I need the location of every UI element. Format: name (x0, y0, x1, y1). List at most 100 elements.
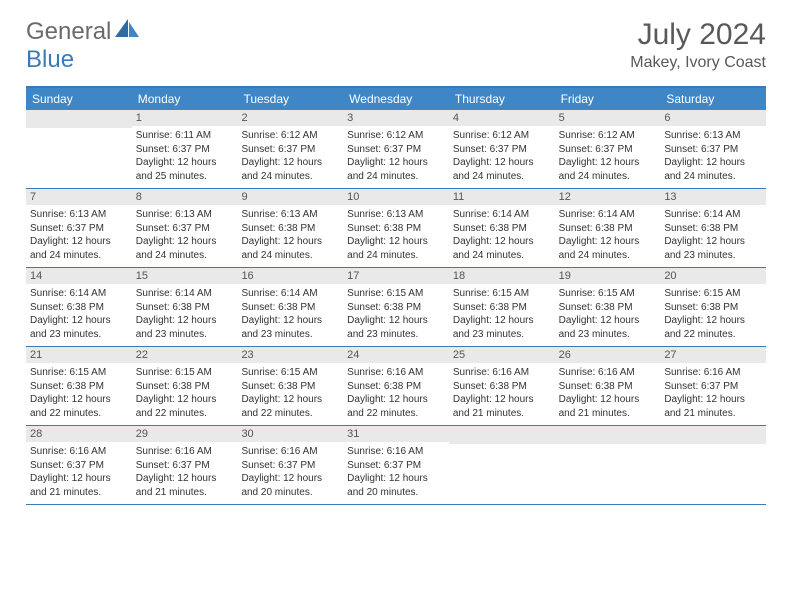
calendar-day: 18Sunrise: 6:15 AMSunset: 6:38 PMDayligh… (449, 268, 555, 346)
sunset-label: Sunset: 6:38 PM (559, 380, 657, 394)
sunset-label: Sunset: 6:37 PM (347, 459, 445, 473)
sunrise-label: Sunrise: 6:16 AM (453, 366, 551, 380)
daylight-label: Daylight: 12 hours (136, 235, 234, 249)
daylight-label: Daylight: 12 hours (241, 235, 339, 249)
daylight-label2: and 22 minutes. (347, 407, 445, 421)
day-body: Sunrise: 6:11 AMSunset: 6:37 PMDaylight:… (132, 126, 238, 187)
day-body: Sunrise: 6:15 AMSunset: 6:38 PMDaylight:… (26, 363, 132, 424)
daylight-label2: and 23 minutes. (453, 328, 551, 342)
daylight-label2: and 24 minutes. (559, 249, 657, 263)
sunset-label: Sunset: 6:38 PM (453, 301, 551, 315)
day-number: 11 (449, 189, 555, 205)
brand-blue-wrap: Blue (26, 46, 74, 74)
day-body: Sunrise: 6:16 AMSunset: 6:37 PMDaylight:… (132, 442, 238, 503)
calendar-day (449, 426, 555, 504)
sunset-label: Sunset: 6:38 PM (347, 301, 445, 315)
day-number (26, 110, 132, 128)
calendar-day: 7Sunrise: 6:13 AMSunset: 6:37 PMDaylight… (26, 189, 132, 267)
sunset-label: Sunset: 6:37 PM (136, 459, 234, 473)
calendar-day (660, 426, 766, 504)
daylight-label2: and 21 minutes. (136, 486, 234, 500)
day-number: 3 (343, 110, 449, 126)
calendar-day: 8Sunrise: 6:13 AMSunset: 6:37 PMDaylight… (132, 189, 238, 267)
day-body: Sunrise: 6:16 AMSunset: 6:37 PMDaylight:… (660, 363, 766, 424)
sunset-label: Sunset: 6:37 PM (559, 143, 657, 157)
daylight-label: Daylight: 12 hours (347, 235, 445, 249)
daylight-label2: and 20 minutes. (241, 486, 339, 500)
calendar-day: 20Sunrise: 6:15 AMSunset: 6:38 PMDayligh… (660, 268, 766, 346)
daylight-label2: and 20 minutes. (347, 486, 445, 500)
day-body: Sunrise: 6:14 AMSunset: 6:38 PMDaylight:… (660, 205, 766, 266)
sunrise-label: Sunrise: 6:13 AM (136, 208, 234, 222)
daylight-label: Daylight: 12 hours (453, 156, 551, 170)
daylight-label: Daylight: 12 hours (30, 314, 128, 328)
day-number: 26 (555, 347, 661, 363)
day-number: 30 (237, 426, 343, 442)
calendar-day: 12Sunrise: 6:14 AMSunset: 6:38 PMDayligh… (555, 189, 661, 267)
sunrise-label: Sunrise: 6:14 AM (30, 287, 128, 301)
calendar-day: 29Sunrise: 6:16 AMSunset: 6:37 PMDayligh… (132, 426, 238, 504)
weekday-header: Thursday (449, 88, 555, 110)
calendar-day: 21Sunrise: 6:15 AMSunset: 6:38 PMDayligh… (26, 347, 132, 425)
calendar-day (555, 426, 661, 504)
sunset-label: Sunset: 6:37 PM (30, 459, 128, 473)
sunrise-label: Sunrise: 6:14 AM (241, 287, 339, 301)
sunset-label: Sunset: 6:37 PM (241, 143, 339, 157)
sunrise-label: Sunrise: 6:13 AM (347, 208, 445, 222)
sunset-label: Sunset: 6:37 PM (30, 222, 128, 236)
day-number: 31 (343, 426, 449, 442)
brand-logo: General (26, 18, 141, 46)
sunrise-label: Sunrise: 6:16 AM (241, 445, 339, 459)
sunrise-label: Sunrise: 6:12 AM (347, 129, 445, 143)
sunset-label: Sunset: 6:38 PM (241, 380, 339, 394)
daylight-label2: and 21 minutes. (559, 407, 657, 421)
sunrise-label: Sunrise: 6:15 AM (347, 287, 445, 301)
daylight-label2: and 21 minutes. (453, 407, 551, 421)
calendar-day: 6Sunrise: 6:13 AMSunset: 6:37 PMDaylight… (660, 110, 766, 188)
weekday-header: Wednesday (343, 88, 449, 110)
sunrise-label: Sunrise: 6:15 AM (453, 287, 551, 301)
day-body: Sunrise: 6:13 AMSunset: 6:37 PMDaylight:… (132, 205, 238, 266)
sunset-label: Sunset: 6:38 PM (664, 301, 762, 315)
month-title: July 2024 (630, 18, 766, 52)
day-body: Sunrise: 6:15 AMSunset: 6:38 PMDaylight:… (132, 363, 238, 424)
day-number: 6 (660, 110, 766, 126)
day-number: 23 (237, 347, 343, 363)
daylight-label: Daylight: 12 hours (453, 314, 551, 328)
day-number (449, 426, 555, 444)
sunset-label: Sunset: 6:38 PM (664, 222, 762, 236)
sunset-label: Sunset: 6:38 PM (453, 222, 551, 236)
day-number: 22 (132, 347, 238, 363)
daylight-label: Daylight: 12 hours (453, 393, 551, 407)
sunrise-label: Sunrise: 6:14 AM (559, 208, 657, 222)
sail-icon (115, 18, 141, 46)
sunrise-label: Sunrise: 6:12 AM (453, 129, 551, 143)
calendar-day: 23Sunrise: 6:15 AMSunset: 6:38 PMDayligh… (237, 347, 343, 425)
calendar-day: 31Sunrise: 6:16 AMSunset: 6:37 PMDayligh… (343, 426, 449, 504)
calendar-day: 2Sunrise: 6:12 AMSunset: 6:37 PMDaylight… (237, 110, 343, 188)
day-number: 21 (26, 347, 132, 363)
daylight-label2: and 21 minutes. (30, 486, 128, 500)
day-number: 16 (237, 268, 343, 284)
day-number: 13 (660, 189, 766, 205)
daylight-label2: and 23 minutes. (559, 328, 657, 342)
day-body: Sunrise: 6:14 AMSunset: 6:38 PMDaylight:… (237, 284, 343, 345)
day-number: 25 (449, 347, 555, 363)
weekday-header: Sunday (26, 88, 132, 110)
day-body: Sunrise: 6:16 AMSunset: 6:37 PMDaylight:… (26, 442, 132, 503)
day-body: Sunrise: 6:16 AMSunset: 6:37 PMDaylight:… (237, 442, 343, 503)
daylight-label: Daylight: 12 hours (30, 393, 128, 407)
daylight-label2: and 22 minutes. (30, 407, 128, 421)
calendar: SundayMondayTuesdayWednesdayThursdayFrid… (26, 86, 766, 505)
daylight-label2: and 24 minutes. (453, 170, 551, 184)
sunset-label: Sunset: 6:38 PM (241, 222, 339, 236)
day-body: Sunrise: 6:12 AMSunset: 6:37 PMDaylight:… (237, 126, 343, 187)
day-number: 14 (26, 268, 132, 284)
day-body: Sunrise: 6:13 AMSunset: 6:38 PMDaylight:… (343, 205, 449, 266)
calendar-week: 14Sunrise: 6:14 AMSunset: 6:38 PMDayligh… (26, 268, 766, 347)
daylight-label2: and 24 minutes. (241, 170, 339, 184)
sunset-label: Sunset: 6:38 PM (347, 380, 445, 394)
sunset-label: Sunset: 6:37 PM (241, 459, 339, 473)
sunset-label: Sunset: 6:38 PM (30, 301, 128, 315)
weekday-header: Saturday (660, 88, 766, 110)
